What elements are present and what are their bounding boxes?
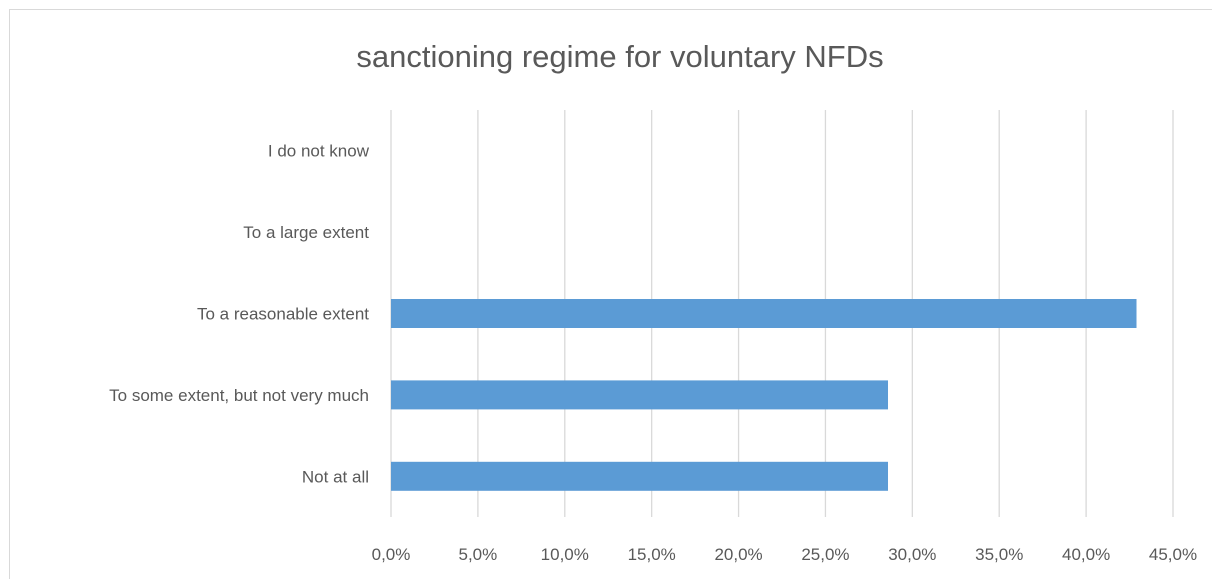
x-tick-label: 25,0% xyxy=(801,545,849,564)
x-tick-label: 0,0% xyxy=(372,545,411,564)
x-tick-label: 40,0% xyxy=(1062,545,1110,564)
category-label: To a reasonable extent xyxy=(197,305,369,324)
bars xyxy=(391,299,1137,491)
chart-title: sanctioning regime for voluntary NFDs xyxy=(356,39,883,74)
x-tick-label: 15,0% xyxy=(628,545,676,564)
x-tick-label: 20,0% xyxy=(714,545,762,564)
x-tick-label: 10,0% xyxy=(541,545,589,564)
category-label: To some extent, but not very much xyxy=(109,386,369,405)
bar xyxy=(391,461,889,491)
x-tick-label: 30,0% xyxy=(888,545,936,564)
x-tick-label: 5,0% xyxy=(459,545,498,564)
category-label: To a large extent xyxy=(243,223,369,242)
x-tick-label: 45,0% xyxy=(1149,545,1197,564)
category-label: I do not know xyxy=(268,142,370,161)
x-tick-label: 35,0% xyxy=(975,545,1023,564)
x-tick-labels: 0,0% 5,0% 10,0% 15,0% 20,0% 25,0% 30,0% 35,0% 40… xyxy=(372,545,1197,564)
category-labels: I do not know To a large extent To a reaso… xyxy=(109,142,370,487)
category-label: Not at all xyxy=(302,467,369,486)
bar xyxy=(391,299,1137,328)
bar xyxy=(391,380,889,410)
